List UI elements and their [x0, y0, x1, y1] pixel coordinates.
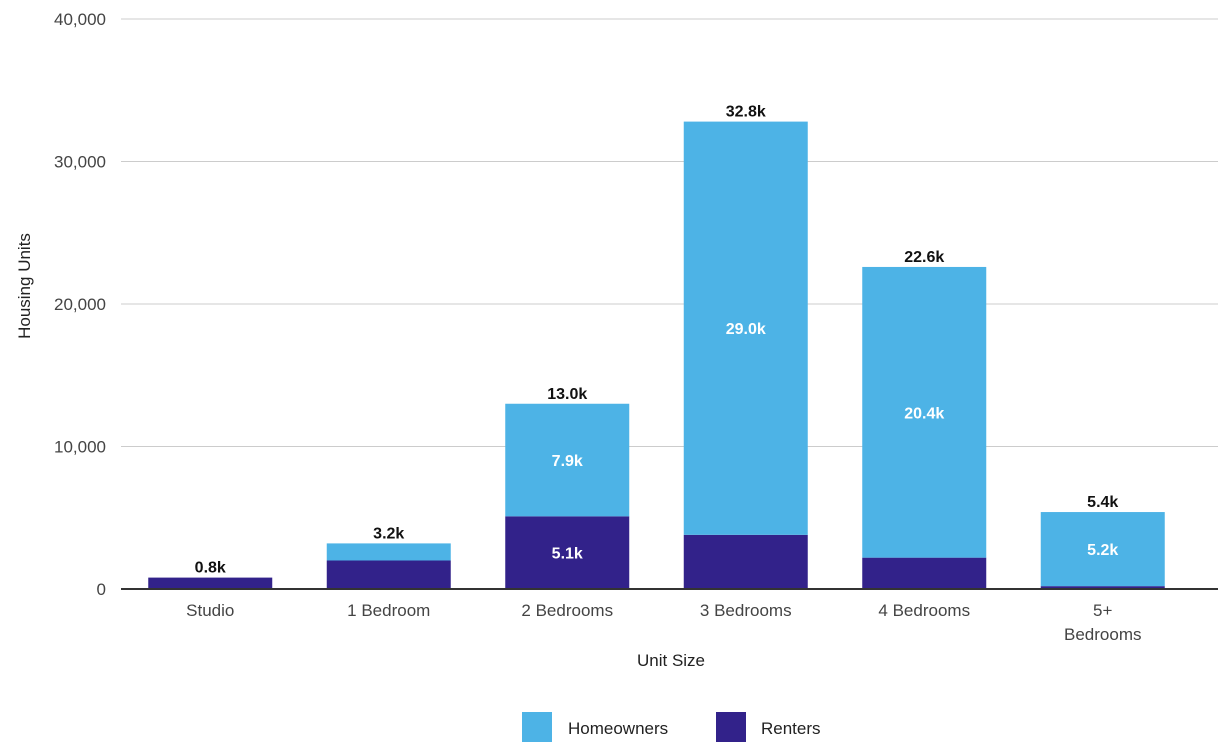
total-value-label: 32.8k — [726, 104, 766, 121]
segment-value-label: 5.1k — [552, 546, 583, 563]
legend-swatch-renters — [716, 712, 746, 742]
x-tick-label: 3 Bedrooms — [700, 601, 792, 620]
bar-renters — [326, 560, 451, 589]
segment-value-label: 29.0k — [726, 321, 766, 338]
bar-renters — [148, 577, 273, 589]
legend-swatch-homeowners — [522, 712, 552, 742]
total-value-label: 5.4k — [1087, 494, 1118, 511]
total-value-label: 3.2k — [373, 525, 404, 542]
x-tick-label: 5+ — [1093, 601, 1112, 620]
y-tick-label: 30,000 — [54, 153, 106, 172]
bar-renters — [1040, 586, 1165, 589]
segment-value-label: 20.4k — [904, 405, 944, 422]
bar-homeowners — [326, 543, 451, 561]
axes: 0 10,000 20,000 30,000 40,000 Studio 1 Bedroom… — [54, 10, 1218, 644]
legend: Homeowners Renters — [522, 712, 821, 742]
x-tick-label: Bedrooms — [1064, 625, 1141, 644]
x-axis-title: Unit Size — [637, 651, 705, 670]
total-value-label: 22.6k — [904, 249, 944, 266]
segment-value-label: 7.9k — [552, 453, 583, 470]
legend-label-renters: Renters — [761, 719, 821, 738]
bar-homeowners — [1040, 512, 1165, 587]
x-tick-label: 4 Bedrooms — [878, 601, 970, 620]
bar-homeowners — [683, 121, 808, 535]
bars — [148, 121, 1165, 589]
total-value-label: 0.8k — [195, 560, 226, 577]
bar-renters — [862, 557, 987, 589]
bar-homeowners — [505, 403, 630, 517]
y-axis-title: Housing Units — [15, 233, 34, 339]
gridlines — [121, 18, 1218, 447]
x-tick-label: 2 Bedrooms — [521, 601, 613, 620]
y-tick-label: 40,000 — [54, 10, 106, 29]
y-tick-label: 10,000 — [54, 438, 106, 457]
x-tick-label: 1 Bedroom — [347, 601, 430, 620]
total-value-label: 13.0k — [547, 386, 587, 403]
legend-label-homeowners: Homeowners — [568, 719, 668, 738]
segment-value-label: 5.2k — [1087, 542, 1118, 559]
y-tick-label: 20,000 — [54, 295, 106, 314]
y-tick-label: 0 — [97, 580, 106, 599]
x-tick-label: Studio — [186, 601, 234, 620]
bar-homeowners — [862, 266, 987, 558]
data-labels: 0.8k 3.2k 5.1k 7.9k 13.0k 29.0k 32.8k 20.4k 22.6… — [195, 104, 1119, 577]
bar-renters — [683, 534, 808, 589]
bar-renters — [505, 516, 630, 589]
